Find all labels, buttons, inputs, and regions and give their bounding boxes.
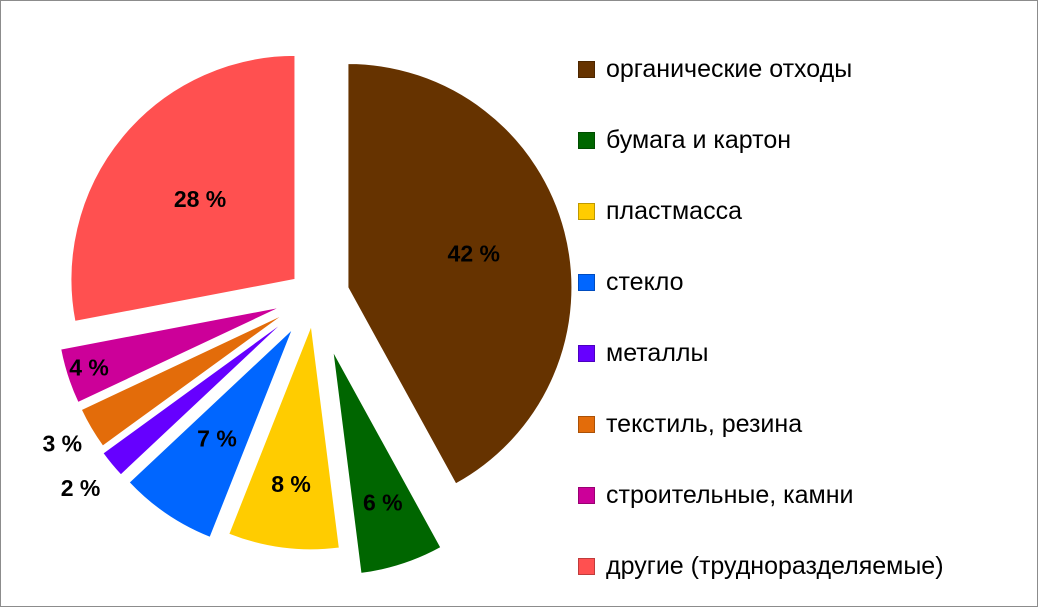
legend-swatch <box>578 132 595 149</box>
legend-item-textile: текстиль, резина <box>578 389 1033 460</box>
legend-swatch <box>578 487 595 504</box>
legend-item-other: другие (трудноразделяемые) <box>578 531 1033 602</box>
slice-data-label: 6 % <box>363 490 403 516</box>
legend-label: другие (трудноразделяемые) <box>606 552 944 580</box>
legend-swatch <box>578 274 595 291</box>
pie-slice <box>70 54 296 322</box>
pie-slice <box>347 63 573 485</box>
pie-slice <box>228 325 340 551</box>
slice-data-label: 7 % <box>197 425 237 451</box>
legend-label: стекло <box>606 268 684 296</box>
legend-item-glass: стекло <box>578 247 1033 318</box>
slice-data-label: 2 % <box>61 475 101 501</box>
slice-data-label: 42 % <box>448 240 500 266</box>
slice-data-label: 4 % <box>69 355 109 381</box>
slice-data-label: 8 % <box>271 471 311 497</box>
slice-data-label: 3 % <box>42 431 82 457</box>
legend-label: органические отходы <box>606 55 853 83</box>
legend-swatch <box>578 558 595 575</box>
legend-item-organic: органические отходы <box>578 34 1033 105</box>
legend-item-plastic: пластмасса <box>578 176 1033 247</box>
legend-item-construction: строительные, камни <box>578 460 1033 531</box>
legend-label: металлы <box>606 339 709 367</box>
pie-slice <box>128 328 293 539</box>
legend-label: строительные, камни <box>606 481 854 509</box>
legend-item-paper: бумага и картон <box>578 105 1033 176</box>
legend-label: бумага и картон <box>606 126 792 154</box>
legend-label: пластмасса <box>606 197 742 225</box>
pie-slice <box>102 321 285 476</box>
pie-slice <box>332 350 442 574</box>
slice-data-label: 28 % <box>174 186 226 212</box>
legend-swatch <box>578 61 595 78</box>
pie-slice <box>80 313 285 447</box>
legend-label: текстиль, резина <box>606 410 803 438</box>
legend-swatch <box>578 345 595 362</box>
legend-swatch <box>578 203 595 220</box>
legend-swatch <box>578 416 595 433</box>
legend-item-metals: металлы <box>578 318 1033 389</box>
pie-slice <box>60 306 281 404</box>
legend: органические отходы бумага и картон плас… <box>578 34 1033 602</box>
